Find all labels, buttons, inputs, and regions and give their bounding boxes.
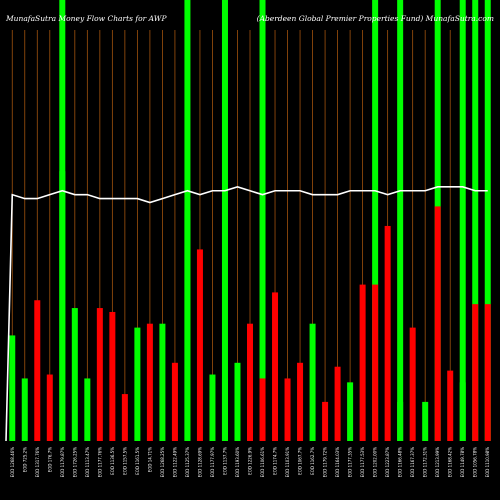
chart-title-right: (Aberdeen Global Premier Properties Fund… (257, 14, 494, 23)
bar (459, 382, 466, 441)
bars (9, 171, 491, 441)
bar (21, 378, 28, 441)
bar (472, 304, 479, 441)
tick-label: EOD 1268.25% (160, 447, 165, 478)
tick-label: EOD 1162.7% (310, 447, 315, 475)
tick-label: EOD 1177.53% (360, 447, 365, 478)
bar (322, 401, 329, 441)
highlight-column (484, 0, 491, 441)
tick-label: EOD 1202.00% (373, 447, 378, 478)
price-line-path (5, 186, 488, 442)
tick-label: EOD 1726.25% (72, 447, 77, 478)
bar (359, 284, 366, 441)
tick-label: EOD 1223.87% (385, 447, 390, 478)
bar (334, 366, 341, 441)
bar (409, 327, 416, 441)
bar (347, 382, 354, 441)
highlight-column (397, 0, 404, 441)
tick-label: EOD 1172.31% (423, 447, 428, 478)
tick-label: EOD 1122.49% (172, 447, 177, 478)
tick-label: EOD 14.71% (147, 447, 152, 472)
bar (397, 401, 404, 441)
tick-label: EOD 1177.35% (348, 447, 353, 478)
tick-label: EOD 1177.97% (210, 447, 215, 478)
tick-label: EOD 1149.78% (460, 447, 465, 478)
price-line (5, 186, 488, 442)
bar (146, 323, 153, 441)
bar (96, 308, 103, 441)
bar (259, 378, 266, 441)
bar (484, 304, 491, 441)
tick-label: EOD 1137.7% (222, 447, 227, 475)
highlight-column (472, 0, 479, 441)
bar (309, 323, 316, 441)
bar (171, 362, 178, 441)
bar (221, 378, 228, 441)
bar (372, 284, 379, 441)
bar (384, 225, 391, 441)
bar (447, 370, 454, 441)
bar (134, 327, 141, 441)
chart-title-left: MunafaSutra Money Flow Charts for AWP (5, 14, 167, 23)
tick-label: EOD 1317.76% (35, 447, 40, 478)
bar (71, 308, 78, 441)
tick-label: EOD 1213.99% (435, 447, 440, 478)
bar (109, 311, 116, 441)
bar (159, 323, 166, 441)
tick-label: EOD 1177.76% (97, 447, 102, 478)
bar (121, 394, 128, 441)
bar (9, 335, 16, 441)
tick-label: EOD 1226.9% (248, 447, 253, 475)
tick-label: EOD 1157.5% (122, 447, 127, 475)
tick-label: EOD 1167.37% (410, 447, 415, 478)
bar (234, 362, 241, 441)
tick-label: EOD 1106.61% (260, 447, 265, 478)
tick-label: EOD 1113.47% (85, 447, 90, 478)
tick-label: EOD 1128.69% (197, 447, 202, 478)
tick-label: EOD 1179.72% (323, 447, 328, 478)
bar (247, 323, 253, 441)
bar (46, 374, 53, 441)
bar (272, 292, 279, 441)
bar (297, 362, 304, 441)
bar (184, 210, 191, 441)
highlight-column (221, 0, 228, 441)
tick-label: EOD 1179.87% (60, 447, 65, 478)
highlight-column (259, 0, 266, 441)
tick-label: EOD 725.2% (22, 447, 27, 472)
bar (284, 378, 291, 441)
tick-label: EOD 1168.42% (448, 447, 453, 478)
x-tick-labels: EOD 1268.46% EOD 725.2% EOD 1317.76% EOD 17… (10, 447, 490, 478)
bar (84, 378, 91, 441)
tick-label: EOD 1161.5% (135, 447, 140, 475)
tick-label: EOD 1136.5% (110, 447, 115, 475)
bar (209, 374, 216, 441)
tick-label: EOD 1268.46% (10, 447, 15, 478)
bar (196, 249, 203, 441)
tick-label: EOD 1067.7% (298, 447, 303, 475)
highlight-column (459, 0, 466, 441)
tick-label: EOD 1056.78% (473, 447, 478, 478)
highlight-column (372, 0, 379, 441)
tick-label: EOD 1164.03% (335, 447, 340, 478)
tick-label: EOD 176.7% (47, 447, 52, 472)
tick-label: EOD 1193.60% (235, 447, 240, 478)
tick-label: EOD 1110.98% (485, 447, 490, 478)
bar (34, 300, 41, 441)
bar (434, 206, 441, 441)
bar (422, 401, 429, 441)
tick-label: EOD 1166.48% (398, 447, 403, 478)
tick-label: EOD 1125.37% (185, 447, 190, 478)
tick-label: EOD 1103.91% (285, 447, 290, 478)
bar (59, 171, 66, 441)
tick-label: EOD 1174.7% (273, 447, 278, 475)
